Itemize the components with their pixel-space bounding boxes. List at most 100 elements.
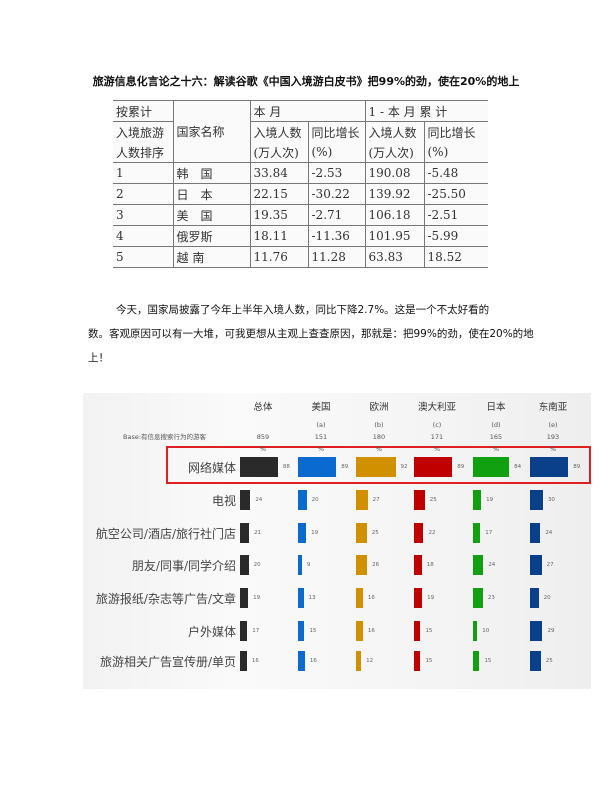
bar: [356, 555, 368, 575]
bar: [530, 457, 569, 477]
header-rank-1: 按累计: [113, 100, 173, 122]
header-country: 国家名称: [172, 100, 250, 163]
bar: [240, 588, 249, 608]
value-label: 30: [547, 497, 555, 503]
value-label: 18: [426, 562, 434, 568]
paragraph-line-3: 上！: [88, 352, 109, 364]
value-label: 24: [488, 562, 496, 568]
value-label: 23: [487, 595, 495, 601]
value-label: 16: [367, 628, 375, 634]
value-label: 10: [482, 628, 490, 634]
header-rank-2: 入境旅游: [116, 125, 165, 140]
value-label: 26: [372, 562, 380, 568]
value-label: 24: [545, 530, 553, 536]
column-code: (c): [432, 421, 442, 429]
bar: [414, 651, 421, 671]
cell-c_arr: 101.95: [364, 225, 424, 247]
bar: [240, 555, 249, 575]
bar: [414, 457, 453, 477]
column-base: 171: [430, 433, 444, 441]
bar: [298, 651, 305, 671]
header-growth-unit: (%): [307, 142, 365, 163]
header-cumulative: 1 - 本 月 累 计: [364, 100, 488, 122]
column-header: 东南亚: [538, 402, 568, 413]
bar: [414, 555, 422, 575]
value-label: 15: [425, 628, 433, 634]
header-growth: 同比增长: [307, 121, 365, 142]
bar: [530, 555, 542, 575]
bar: [473, 621, 478, 641]
bar: [414, 490, 425, 510]
cell-country: 俄罗斯: [172, 225, 250, 247]
bar: [240, 651, 247, 671]
base-label: Base:有信息搜索行为的游客: [123, 433, 207, 441]
bar: [356, 588, 363, 608]
bar: [473, 523, 481, 543]
bar: [298, 588, 304, 608]
value-label: 15: [425, 658, 433, 664]
value-label: 89: [573, 464, 581, 470]
cell-m_arr: 11.76: [249, 246, 308, 268]
paragraph-line-2: 数。客观原因可以有一大堆，可我更想从主观上查查原因，那就是：把99%的劲，使在2…: [88, 328, 534, 340]
bar: [473, 555, 484, 575]
value-label: 25: [429, 497, 437, 503]
row-label: 户外媒体: [187, 625, 236, 639]
bar: [298, 555, 302, 575]
paragraph-line-1: 今天，国家局披露了今年上半年入境人数，同比下降2.7%。这是一个不太好看的: [116, 304, 490, 316]
value-label: 20: [543, 595, 551, 601]
cell-m_g: -30.22: [307, 183, 365, 205]
cell-c_g: -25.50: [423, 183, 488, 205]
cell-c_arr: 106.18: [364, 204, 424, 226]
document-title: 旅游信息化言论之十六：解读谷歌《中国入境游白皮书》把99%的劲，使在20%的地上: [92, 75, 520, 88]
value-label: 19: [486, 497, 494, 503]
column-base: 859: [256, 433, 270, 441]
column-header: 日本: [486, 402, 506, 413]
unit-label: %: [549, 445, 557, 453]
value-label: 25: [545, 658, 553, 664]
value-label: 16: [309, 658, 317, 664]
unit-label: %: [317, 445, 325, 453]
highlight-box: [166, 446, 591, 484]
value-label: 12: [366, 658, 374, 664]
cell-rank: 3: [113, 204, 173, 226]
cell-m_g: -2.53: [307, 162, 365, 184]
header-arrivals: 入境人数: [249, 121, 308, 142]
bar: [530, 523, 541, 543]
bar: [356, 651, 362, 671]
value-label: 16: [367, 595, 375, 601]
cell-rank: 4: [113, 225, 173, 247]
cell-rank: 5: [113, 246, 173, 268]
value-label: 84: [514, 464, 522, 470]
bar: [473, 588, 483, 608]
value-label: 27: [372, 497, 380, 503]
row-label: 网络媒体: [187, 461, 236, 475]
cell-c_arr: 190.08: [364, 162, 424, 184]
value-label: 92: [400, 464, 408, 470]
value-label: 15: [309, 628, 317, 634]
bar: [530, 651, 541, 671]
bar: [356, 621, 363, 641]
unit-label: %: [433, 445, 441, 453]
bar: [530, 490, 543, 510]
cell-c_g: -5.48: [423, 162, 488, 184]
column-header: 澳大利亚: [417, 402, 456, 413]
bar: [240, 457, 278, 477]
value-label: 19: [253, 595, 261, 601]
bar: [240, 523, 250, 543]
bar: [414, 523, 424, 543]
cell-c_arr: 139.92: [364, 183, 424, 205]
cell-m_arr: 18.11: [249, 225, 308, 247]
row-label: 电视: [211, 494, 236, 508]
row-label: 旅游相关广告宣传册/单页: [99, 655, 236, 669]
bar: [240, 621, 248, 641]
bar: [530, 588, 539, 608]
cell-c_g: -5.99: [423, 225, 488, 247]
value-label: 25: [371, 530, 379, 536]
header-growth-unit: (%): [423, 142, 488, 163]
column-base: 193: [546, 433, 560, 441]
value-label: 24: [255, 497, 263, 503]
cell-country: 越 南: [172, 246, 250, 268]
value-label: 89: [341, 464, 349, 470]
value-label: 17: [485, 530, 493, 536]
